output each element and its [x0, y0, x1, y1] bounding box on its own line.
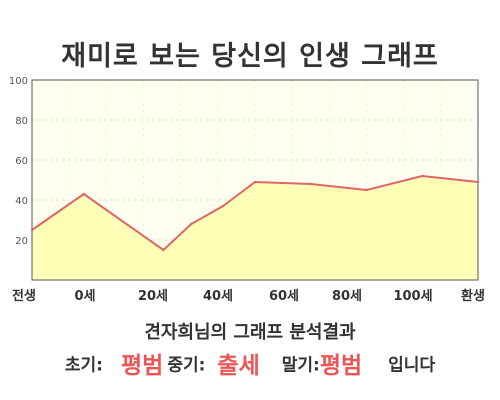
data-point [30, 228, 34, 232]
early-value: 평범 [121, 353, 164, 379]
data-point [309, 182, 312, 186]
x-tick-label: 환생 [461, 288, 485, 304]
result-summary: 초기: 평범 중기: 출세 말기:평범 입니다 [0, 346, 500, 380]
late-label: 말기: [281, 355, 320, 376]
data-point [162, 248, 165, 252]
area-fill [32, 176, 478, 280]
x-tick-label: 60세 [269, 289, 299, 304]
y-tick-label: 60 [15, 156, 28, 167]
x-tick-label: 0세 [74, 289, 95, 304]
x-tick-label: 80세 [332, 289, 362, 304]
x-tick-label: 100세 [393, 289, 432, 304]
late-value: 평범 [319, 353, 363, 379]
y-tick-label: 80 [15, 116, 28, 127]
data-point [476, 180, 480, 184]
data-point [221, 204, 225, 208]
middle-value: 출세 [217, 353, 260, 379]
page-title: 재미로 보는 당신의 인생 그래프 [61, 41, 439, 72]
y-tick-label: 20 [15, 236, 28, 247]
x-tick-label: 20세 [138, 289, 168, 304]
early-label: 초기: [64, 355, 103, 376]
y-tick-label: 100 [9, 76, 28, 87]
ending-text: 입니다 [388, 355, 436, 376]
middle-label: 중기: [167, 355, 206, 376]
data-point [253, 180, 257, 184]
x-tick-label: 전생 [12, 288, 36, 304]
data-point [365, 188, 368, 192]
x-tick-label: 40세 [203, 289, 233, 304]
life-graph-chart: 20 40 60 80 100 전생 0세 20세 40세 60세 80세 100세 환생 [9, 76, 485, 304]
data-point [190, 222, 193, 226]
series-line [31, 175, 479, 251]
y-tick-labels: 20 40 60 80 100 [9, 76, 28, 247]
data-point [421, 174, 424, 178]
result-subtitle: 견자희님의 그래프 분석결과 [144, 322, 356, 343]
y-tick-label: 40 [15, 196, 28, 207]
x-tick-labels: 전생 0세 20세 40세 60세 80세 100세 환생 [12, 288, 485, 304]
plot-frame [31, 79, 479, 281]
data-point [82, 192, 85, 196]
